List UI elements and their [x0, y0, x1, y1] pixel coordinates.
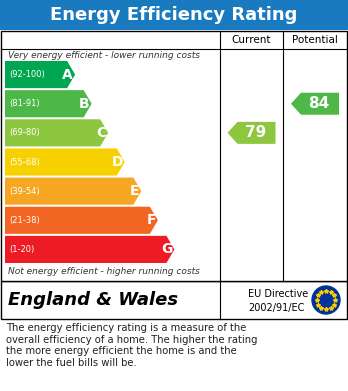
- Polygon shape: [228, 122, 276, 144]
- Text: (55-68): (55-68): [9, 158, 40, 167]
- Text: 84: 84: [308, 96, 330, 111]
- Text: (39-54): (39-54): [9, 187, 40, 196]
- Text: A: A: [62, 68, 73, 82]
- Polygon shape: [5, 178, 141, 205]
- Text: B: B: [79, 97, 90, 111]
- Text: (81-91): (81-91): [9, 99, 40, 108]
- Bar: [0, 0, 348, 30]
- Polygon shape: [5, 119, 108, 146]
- Text: (92-100): (92-100): [9, 70, 45, 79]
- Text: EU Directive: EU Directive: [248, 289, 308, 299]
- Text: England & Wales: England & Wales: [8, 291, 178, 309]
- Text: 79: 79: [245, 126, 266, 140]
- Text: Potential: Potential: [292, 35, 338, 45]
- Text: 2002/91/EC: 2002/91/EC: [248, 303, 304, 312]
- Text: Very energy efficient - lower running costs: Very energy efficient - lower running co…: [8, 51, 200, 60]
- Text: The energy efficiency rating is a measure of the
overall efficiency of a home. T: The energy efficiency rating is a measur…: [6, 323, 258, 368]
- Text: (21-38): (21-38): [9, 216, 40, 225]
- Polygon shape: [291, 93, 339, 115]
- Text: (1-20): (1-20): [9, 245, 34, 254]
- Polygon shape: [5, 149, 125, 176]
- Bar: [1, 31, 347, 281]
- Polygon shape: [5, 61, 75, 88]
- Bar: [1, 281, 347, 319]
- Polygon shape: [5, 207, 158, 234]
- Polygon shape: [5, 90, 92, 117]
- Text: G: G: [161, 242, 173, 256]
- Text: Not energy efficient - higher running costs: Not energy efficient - higher running co…: [8, 267, 200, 276]
- Text: Current: Current: [232, 35, 271, 45]
- Polygon shape: [5, 236, 174, 263]
- Text: C: C: [96, 126, 106, 140]
- Text: Energy Efficiency Rating: Energy Efficiency Rating: [50, 6, 298, 24]
- Text: F: F: [147, 213, 156, 227]
- Text: E: E: [130, 184, 139, 198]
- Text: (69-80): (69-80): [9, 128, 40, 137]
- Circle shape: [312, 286, 340, 314]
- Text: D: D: [111, 155, 123, 169]
